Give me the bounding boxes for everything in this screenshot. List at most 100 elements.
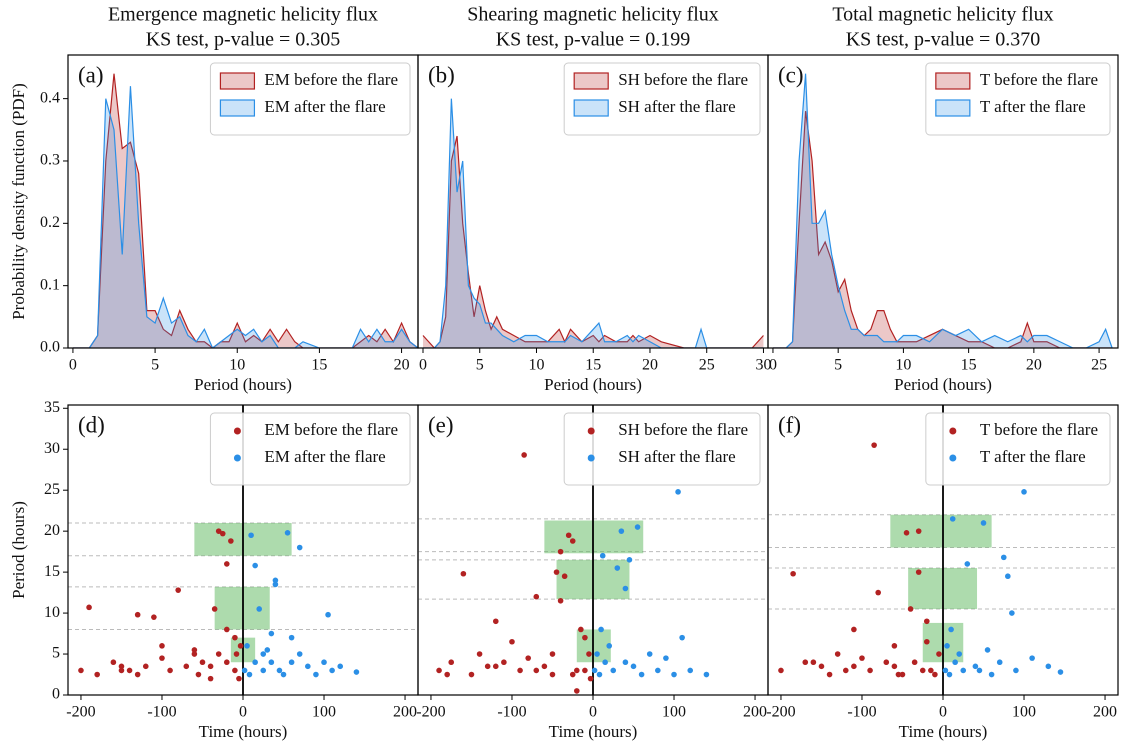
point bbox=[679, 634, 685, 641]
point bbox=[851, 626, 857, 633]
point bbox=[191, 651, 198, 657]
point bbox=[241, 667, 248, 674]
point bbox=[223, 561, 230, 567]
point bbox=[919, 667, 926, 674]
x-tick-label: 0 bbox=[419, 357, 427, 374]
point bbox=[517, 667, 523, 674]
panel: Total magnetic helicity flux KS test, p-v… bbox=[767, 4, 1119, 394]
x-tick-label: -100 bbox=[497, 704, 526, 721]
point bbox=[244, 643, 250, 649]
point bbox=[1029, 655, 1035, 661]
point bbox=[818, 663, 825, 670]
point bbox=[207, 663, 214, 670]
point bbox=[875, 589, 881, 596]
legend: EM before the flare EM after the flare bbox=[209, 412, 411, 486]
point bbox=[638, 671, 645, 678]
density-area bbox=[772, 111, 1113, 348]
point bbox=[223, 659, 230, 666]
point bbox=[599, 552, 606, 559]
legend-label: SH before the flare bbox=[618, 70, 748, 89]
panel: -200 -100 0 100 200 Time (hours) (f) T before t… bbox=[766, 404, 1119, 741]
plot-area bbox=[768, 405, 1118, 695]
point bbox=[622, 659, 629, 666]
point bbox=[671, 671, 677, 678]
point bbox=[634, 524, 641, 530]
point bbox=[915, 528, 922, 534]
point bbox=[573, 688, 580, 694]
legend-marker bbox=[949, 427, 957, 435]
legend-label: EM before the flare bbox=[264, 70, 398, 89]
panel-label: (e) bbox=[428, 412, 454, 437]
x-axis-label: Period (hours) bbox=[194, 375, 292, 394]
x-tick-label: 20 bbox=[394, 357, 410, 374]
point bbox=[444, 671, 450, 678]
x-tick-label: 5 bbox=[834, 357, 842, 374]
point bbox=[484, 663, 491, 670]
point bbox=[883, 659, 890, 666]
legend-box bbox=[209, 412, 411, 486]
panel-title: Shearing magnetic helicity flux bbox=[467, 4, 719, 26]
density-line bbox=[422, 98, 764, 348]
legend-label: EM after the flare bbox=[264, 97, 385, 116]
point bbox=[942, 667, 949, 674]
y-tick-label: 0.3 bbox=[40, 152, 60, 169]
point bbox=[167, 667, 173, 674]
legend: SH before the flare SH after the flare bbox=[563, 62, 761, 136]
point bbox=[233, 651, 240, 657]
legend-swatch bbox=[935, 99, 971, 117]
x-tick-label: 200 bbox=[1093, 704, 1117, 721]
point bbox=[232, 634, 238, 641]
point bbox=[211, 606, 218, 612]
point bbox=[246, 671, 253, 678]
legend-swatch bbox=[219, 72, 256, 90]
point bbox=[329, 667, 335, 674]
x-tick-label: 10 bbox=[528, 357, 544, 374]
y-tick-label: 0.1 bbox=[40, 276, 60, 293]
point bbox=[228, 538, 234, 544]
axes-frame bbox=[767, 54, 1119, 349]
x-tick-label: 100 bbox=[312, 704, 336, 721]
point bbox=[284, 529, 291, 536]
point bbox=[1021, 489, 1027, 495]
point bbox=[219, 530, 226, 537]
point bbox=[948, 626, 954, 633]
x-tick-label: 200 bbox=[393, 704, 417, 721]
point bbox=[1000, 554, 1007, 561]
plot-area bbox=[72, 73, 418, 348]
plot-area bbox=[772, 73, 1113, 348]
legend-label: SH after the flare bbox=[618, 447, 736, 466]
point bbox=[949, 516, 956, 522]
point bbox=[533, 667, 540, 674]
point bbox=[591, 667, 598, 674]
x-axis-label: Time (hours) bbox=[199, 722, 288, 741]
point bbox=[557, 548, 564, 555]
point bbox=[972, 663, 979, 670]
point bbox=[237, 643, 244, 649]
point bbox=[956, 651, 963, 657]
x-tick-label: 15 bbox=[961, 357, 977, 374]
point bbox=[646, 651, 653, 657]
x-tick-label: 10 bbox=[229, 357, 245, 374]
x-tick-label: 0 bbox=[589, 704, 597, 721]
point bbox=[960, 667, 967, 674]
point bbox=[272, 577, 279, 584]
point bbox=[952, 659, 958, 666]
point bbox=[110, 659, 117, 666]
panel-title: Total magnetic helicity flux bbox=[832, 4, 1053, 26]
legend-label: SH before the flare bbox=[618, 420, 748, 439]
point bbox=[223, 626, 230, 633]
point bbox=[256, 606, 263, 612]
panel-label: (d) bbox=[78, 412, 105, 437]
point bbox=[778, 667, 784, 674]
point bbox=[159, 643, 165, 649]
point bbox=[851, 663, 857, 670]
point bbox=[460, 570, 467, 577]
point bbox=[252, 659, 258, 666]
point bbox=[610, 667, 617, 674]
point bbox=[976, 667, 983, 674]
x-axis-label: Time (hours) bbox=[899, 722, 988, 741]
density-line bbox=[72, 86, 418, 348]
point bbox=[618, 528, 625, 534]
density-area bbox=[422, 136, 764, 348]
